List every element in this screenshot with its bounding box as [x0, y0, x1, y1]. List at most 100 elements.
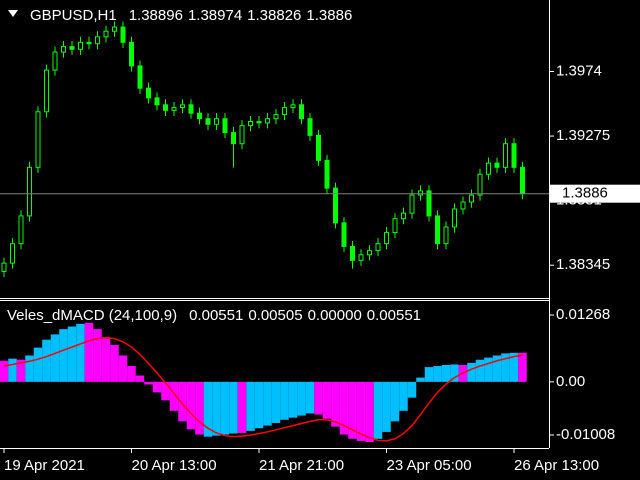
histogram-bar [373, 381, 383, 439]
candle-body [171, 107, 177, 111]
candle-body [214, 118, 219, 125]
candle-body [256, 120, 262, 124]
last-price-tag [550, 184, 640, 203]
histogram-bar [118, 355, 128, 382]
histogram-bar [152, 381, 162, 393]
histogram-bar [42, 339, 51, 382]
header-value: 1.38974 [188, 7, 242, 24]
candle-body [248, 120, 253, 127]
header-value: 0.00000 [308, 307, 362, 324]
candle-body [69, 46, 75, 50]
candle-body [10, 243, 15, 264]
candle-body [18, 215, 24, 245]
candle-body [477, 173, 483, 196]
histogram-bar [288, 381, 298, 418]
histogram-bar [93, 329, 102, 382]
candle-body [452, 208, 457, 228]
histogram-bar [365, 381, 374, 442]
y-tick-label: 1.3974 [556, 62, 602, 79]
candle-body [78, 41, 83, 50]
histogram-bar [186, 381, 196, 430]
histogram-bar [161, 381, 170, 401]
y-tick-label: 0.00 [556, 373, 585, 390]
candle-body [333, 187, 338, 224]
candle-body [129, 41, 134, 67]
candle-body [120, 26, 126, 43]
candle-body [486, 162, 491, 175]
histogram-bar [424, 367, 434, 382]
histogram-bar [76, 323, 85, 382]
header-value: 0.00505 [248, 307, 302, 324]
candle-body [205, 118, 211, 125]
y-tick-label: 1.38345 [556, 256, 610, 273]
histogram-bar [212, 381, 221, 436]
histogram-bar [195, 381, 204, 435]
candle-body [443, 226, 449, 245]
candle-body [341, 222, 347, 247]
candle-body [154, 97, 160, 106]
histogram-bar [101, 337, 111, 382]
histogram-bar [237, 381, 247, 433]
candle-body [146, 87, 151, 99]
window-title: GBPUSD,H1 [30, 7, 117, 24]
histogram-bar [492, 355, 502, 382]
histogram-bar [407, 381, 417, 398]
histogram-bar [59, 329, 68, 382]
histogram-bar [441, 364, 451, 382]
candle-body [265, 118, 270, 124]
histogram-bar [416, 377, 425, 382]
candle-body [316, 134, 321, 161]
histogram-bar [501, 353, 510, 382]
x-tick-label: 21 Apr 21:00 [259, 457, 344, 474]
header-value: 0.00551 [189, 307, 243, 324]
candle-body [409, 194, 415, 214]
candle-body [1, 262, 7, 272]
histogram-bar [331, 381, 340, 427]
histogram-bar [433, 366, 442, 382]
histogram-bar [229, 381, 238, 434]
candle-body [358, 254, 364, 261]
histogram-bar [322, 381, 332, 419]
candle-body [103, 30, 109, 38]
histogram-bar [169, 381, 179, 411]
candle-body [494, 162, 500, 168]
candle-body [180, 104, 185, 109]
y-tick-label: -0.01008 [556, 426, 615, 443]
histogram-bar [280, 381, 289, 420]
histogram-bar [246, 381, 255, 431]
histogram-bar [314, 381, 323, 415]
header-value: 1.38896 [129, 7, 183, 24]
candle-body [52, 51, 58, 71]
window-title: Veles_dMACD (24,100,9) [7, 307, 177, 324]
candle-body [222, 118, 228, 134]
candle-body [61, 46, 66, 53]
histogram-bar [8, 358, 17, 382]
header-value: 0.00551 [367, 307, 421, 324]
candle-body [435, 215, 440, 245]
histogram-bar [178, 381, 187, 422]
histogram-bar [348, 381, 357, 439]
x-tick-label: 23 Apr 05:00 [387, 457, 472, 474]
histogram-bar [263, 381, 272, 426]
histogram-bar [467, 362, 476, 382]
histogram-bar [475, 359, 485, 382]
candle-body [367, 250, 372, 256]
candle-body [290, 104, 296, 109]
histogram-bar [135, 375, 145, 382]
candle-body [197, 112, 202, 120]
histogram-bar [127, 366, 136, 382]
candle-body [418, 190, 423, 196]
x-tick-label: 20 Apr 13:00 [132, 457, 217, 474]
candle-body [273, 114, 279, 120]
histogram-bar [518, 352, 527, 382]
candle-body [35, 111, 41, 168]
symbol-menu-arrow[interactable] [8, 10, 18, 17]
y-tick-label: 1.39275 [556, 127, 610, 144]
signal-line [3, 336, 523, 442]
candle-body [86, 41, 92, 45]
histogram-bar [297, 381, 306, 416]
histogram-bar [0, 360, 9, 382]
histogram-bar [144, 381, 153, 385]
histogram-bar [305, 381, 315, 414]
